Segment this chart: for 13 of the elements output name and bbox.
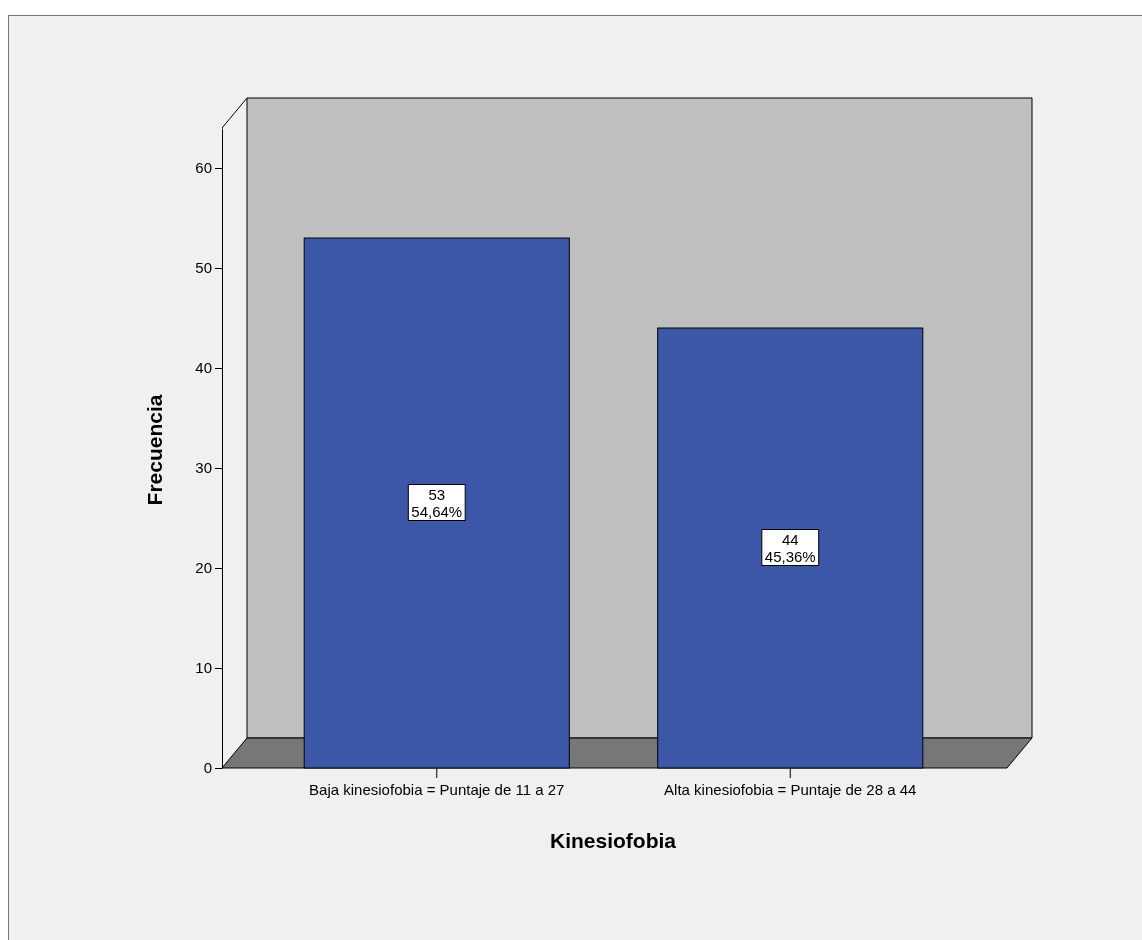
y-tick-label: 20 [195, 559, 212, 577]
y-tick-label: 0 [203, 759, 212, 777]
y-tick-label: 10 [195, 659, 212, 677]
y-tick-label: 40 [195, 359, 212, 377]
y-tick-label: 50 [195, 259, 212, 277]
y-axis-title: Frecuencia [143, 394, 166, 506]
data-label: 53 54,64% [411, 485, 463, 520]
data-label: 44 45,36% [764, 530, 816, 565]
x-tick-label: Baja kinesiofobia = Puntaje de 11 a 27 [309, 780, 565, 798]
x-axis-title: Kinesiofobia [549, 829, 677, 852]
y-tick-label: 60 [195, 159, 212, 177]
y-tick-label: 30 [195, 459, 212, 477]
x-tick-label: Alta kinesiofobia = Puntaje de 28 a 44 [664, 780, 917, 798]
